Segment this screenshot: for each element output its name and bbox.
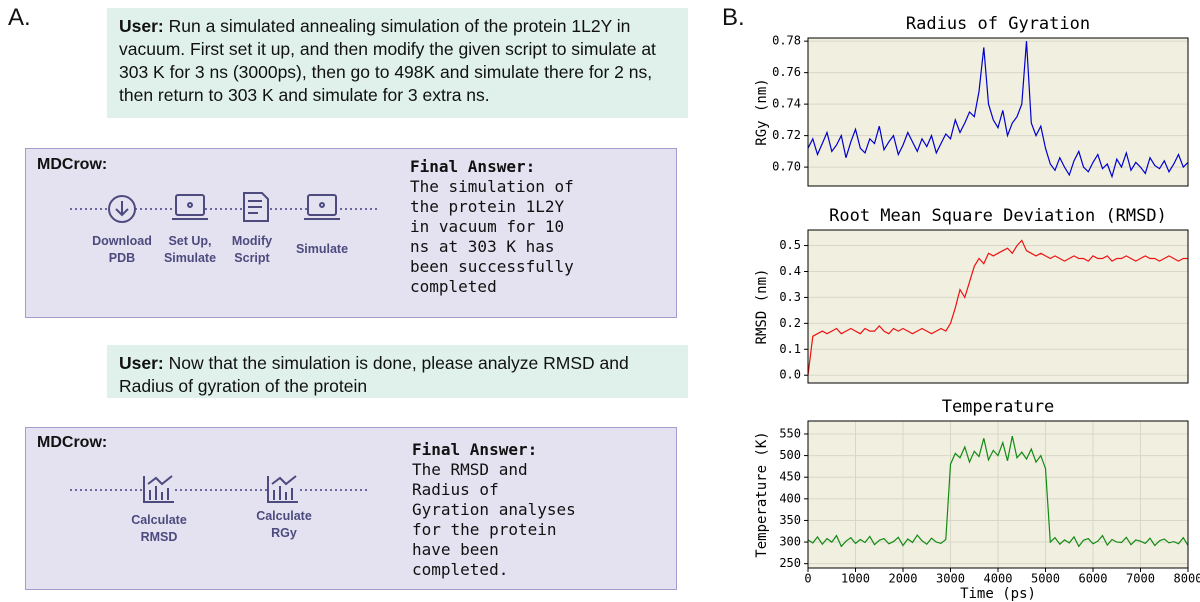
x-tick-label: 8000 <box>1174 572 1200 586</box>
charts: Radius of Gyration RGy (nm) 0.70 0.72 0.74 0.… <box>754 14 1200 602</box>
y-tick-label: 550 <box>779 426 801 440</box>
agent-box <box>25 427 677 590</box>
x-tick-label: 6000 <box>1079 572 1108 586</box>
user-message: User: Run a simulated annealing simulati… <box>107 8 688 118</box>
y-tick-label: 0.70 <box>772 160 801 174</box>
y-axis-label: RMSD (nm) <box>754 269 770 345</box>
y-tick-label: 0.5 <box>779 238 801 252</box>
x-axis-label: Time (ps) <box>960 586 1036 602</box>
workflow-step: Calculate RMSD <box>131 513 187 544</box>
x-tick-label: 7000 <box>1126 572 1155 586</box>
final-answer: Final Answer: The simulation of the prot… <box>410 157 574 297</box>
icons <box>108 192 340 223</box>
data-line <box>807 41 1189 179</box>
data-line <box>807 239 1188 376</box>
final-answer: Final Answer: The RMSD and Radius of Gyr… <box>412 440 576 580</box>
y-tick-label: 0.0 <box>779 368 801 382</box>
panel-label: B. <box>722 4 745 31</box>
message-text: Now that the simulation is done, please … <box>119 353 629 396</box>
answer-title: Final Answer: <box>412 440 538 459</box>
answer-text: The simulation of the protein 1L2Y in va… <box>410 177 574 296</box>
y-tick-label: 0.1 <box>779 342 801 356</box>
user-message: User: Now that the simulation is done, p… <box>107 345 688 398</box>
chart-title: Radius of Gyration <box>906 14 1090 34</box>
chart-title: Temperature <box>942 397 1055 417</box>
answer-title: Final Answer: <box>410 157 536 176</box>
plot-area <box>808 38 1188 186</box>
y-tick-label: 0.2 <box>779 316 801 330</box>
agent-name: MDCrow: <box>37 434 108 451</box>
workflow-icons <box>70 192 378 223</box>
speaker: User: <box>119 16 164 36</box>
chart-title: Root Mean Square Deviation (RMSD) <box>829 206 1167 226</box>
x-tick-label: 4000 <box>984 572 1013 586</box>
y-tick-label: 500 <box>779 448 801 462</box>
answer-text: The RMSD and Radius of Gyration analyses… <box>412 460 576 579</box>
y-tick-label: 450 <box>779 470 801 484</box>
x-tick-label: 1000 <box>841 572 870 586</box>
agent-box <box>25 148 677 318</box>
speaker: User: <box>119 353 164 373</box>
workflow-step: Set Up, Simulate <box>163 234 217 265</box>
workflow-step: Modify Script <box>231 234 273 265</box>
workflow-icons <box>70 474 368 504</box>
y-axis-label: Temperature (K) <box>754 431 770 557</box>
y-tick-label: 0.3 <box>779 290 801 304</box>
data-line <box>807 435 1189 548</box>
x-tick-label: 3000 <box>936 572 965 586</box>
agent-name: MDCrow: <box>37 156 108 173</box>
plot-area <box>808 230 1188 383</box>
workflow-step: Calculate RGy <box>256 509 312 540</box>
plot-frame <box>807 229 1189 384</box>
y-tick-label: 0.72 <box>772 128 801 142</box>
y-tick-label: 0.76 <box>772 65 801 79</box>
y-tick-label: 0.74 <box>772 97 801 111</box>
y-tick-label: 0.4 <box>779 264 801 278</box>
x-tick-label: 0 <box>804 572 811 586</box>
y-tick-label: 300 <box>779 535 801 549</box>
panel-label: A. <box>8 4 31 31</box>
message-text: Run a simulated annealing simulation of … <box>119 16 656 105</box>
plot-frame <box>807 420 1189 569</box>
icons <box>143 474 298 504</box>
workflow-step: Download PDB <box>92 234 152 265</box>
x-tick-label: 5000 <box>1031 572 1060 586</box>
y-tick-label: 400 <box>779 491 801 505</box>
plot-frame <box>807 37 1189 187</box>
y-tick-label: 250 <box>779 556 801 570</box>
y-axis-label: RGy (nm) <box>754 78 770 145</box>
x-tick-label: 2000 <box>889 572 918 586</box>
workflow-step: Simulate <box>295 242 349 256</box>
y-tick-label: 350 <box>779 513 801 527</box>
y-tick-label: 0.78 <box>772 34 801 48</box>
